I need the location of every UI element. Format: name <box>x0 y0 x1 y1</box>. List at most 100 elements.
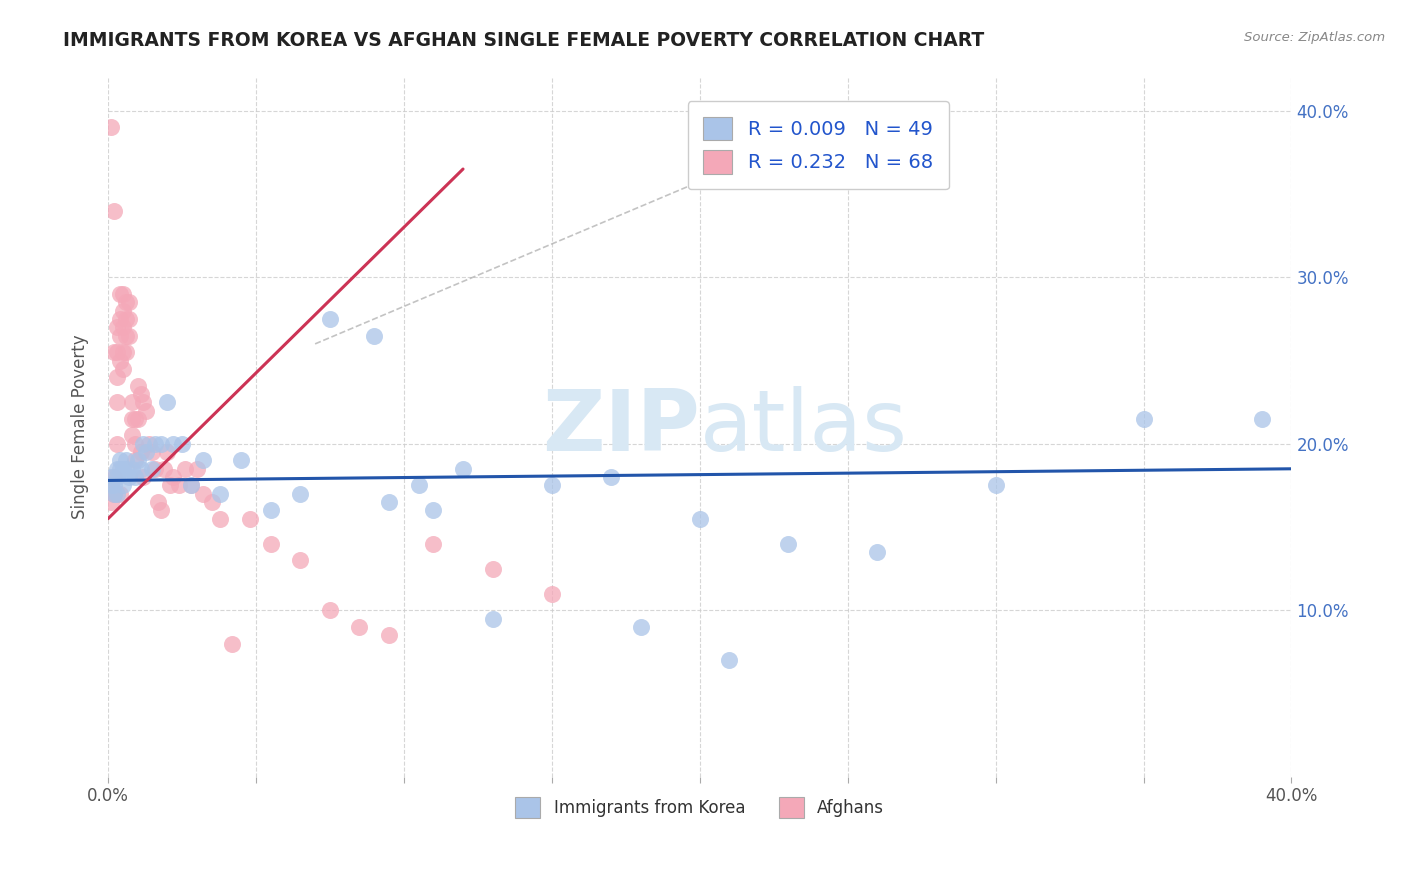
Point <box>148 495 170 509</box>
Point <box>138 437 160 451</box>
Point <box>121 395 143 409</box>
Point <box>114 312 136 326</box>
Point <box>108 312 131 326</box>
Point <box>127 453 149 467</box>
Point <box>260 503 283 517</box>
Point <box>1250 412 1272 426</box>
Point <box>132 470 155 484</box>
Point <box>121 412 143 426</box>
Point <box>105 462 128 476</box>
Point <box>866 545 889 559</box>
Text: Source: ZipAtlas.com: Source: ZipAtlas.com <box>1244 31 1385 45</box>
Point <box>167 478 190 492</box>
Point <box>135 445 157 459</box>
Point <box>162 470 184 484</box>
Point <box>111 462 134 476</box>
Point <box>141 462 163 476</box>
Point <box>170 437 193 451</box>
Point <box>481 562 503 576</box>
Point <box>100 120 122 135</box>
Text: ZIP: ZIP <box>541 385 700 468</box>
Point <box>108 328 131 343</box>
Point <box>127 412 149 426</box>
Point <box>108 462 131 476</box>
Point <box>118 470 141 484</box>
Point <box>105 345 128 359</box>
Point <box>162 437 184 451</box>
Point <box>124 437 146 451</box>
Point <box>103 478 125 492</box>
Point <box>319 312 342 326</box>
Point <box>231 453 253 467</box>
Point <box>150 503 173 517</box>
Point <box>132 395 155 409</box>
Point <box>114 453 136 467</box>
Point <box>100 478 122 492</box>
Point <box>156 395 179 409</box>
Point <box>121 462 143 476</box>
Point <box>378 628 401 642</box>
Point <box>150 437 173 451</box>
Point <box>111 345 134 359</box>
Point <box>127 378 149 392</box>
Point <box>111 478 134 492</box>
Point <box>108 353 131 368</box>
Point <box>114 345 136 359</box>
Point <box>191 487 214 501</box>
Point <box>180 478 202 492</box>
Point <box>209 512 232 526</box>
Point <box>349 620 371 634</box>
Point <box>105 320 128 334</box>
Point <box>600 470 623 484</box>
Point <box>111 362 134 376</box>
Point <box>108 287 131 301</box>
Point <box>108 487 131 501</box>
Y-axis label: Single Female Poverty: Single Female Poverty <box>72 334 89 519</box>
Point <box>103 470 125 484</box>
Point <box>129 387 152 401</box>
Point <box>111 303 134 318</box>
Point <box>103 203 125 218</box>
Point <box>118 295 141 310</box>
Point <box>143 437 166 451</box>
Point <box>984 478 1007 492</box>
Point <box>221 637 243 651</box>
Point <box>209 487 232 501</box>
Point <box>129 462 152 476</box>
Point <box>111 320 134 334</box>
Point <box>290 553 312 567</box>
Text: atlas: atlas <box>700 385 908 468</box>
Point <box>630 620 652 634</box>
Point <box>180 478 202 492</box>
Point <box>1132 412 1154 426</box>
Point <box>105 437 128 451</box>
Point <box>105 370 128 384</box>
Point <box>118 312 141 326</box>
Point <box>422 503 444 517</box>
Point <box>718 653 741 667</box>
Point <box>239 512 262 526</box>
Point <box>451 462 474 476</box>
Point <box>129 445 152 459</box>
Point <box>159 478 181 492</box>
Point <box>100 478 122 492</box>
Point <box>108 453 131 467</box>
Point <box>100 470 122 484</box>
Point <box>778 537 800 551</box>
Point <box>689 512 711 526</box>
Point <box>124 470 146 484</box>
Point <box>132 437 155 451</box>
Point <box>363 328 385 343</box>
Point <box>100 495 122 509</box>
Point <box>540 478 562 492</box>
Point <box>105 470 128 484</box>
Point <box>103 487 125 501</box>
Legend: Immigrants from Korea, Afghans: Immigrants from Korea, Afghans <box>509 791 890 824</box>
Point <box>143 462 166 476</box>
Point <box>105 395 128 409</box>
Point <box>141 445 163 459</box>
Point <box>290 487 312 501</box>
Point <box>260 537 283 551</box>
Point <box>114 462 136 476</box>
Point <box>422 537 444 551</box>
